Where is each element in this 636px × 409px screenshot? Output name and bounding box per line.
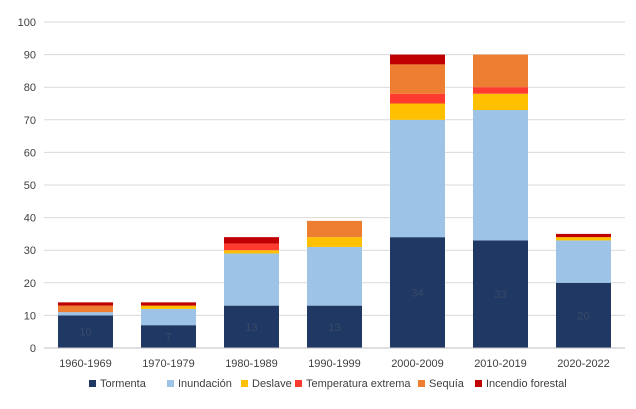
bar-segment [224,250,279,254]
legend-swatch [475,380,482,387]
y-tick-label: 30 [24,245,36,257]
bar-segment [556,237,611,241]
x-tick-label: 2010-2019 [474,358,527,370]
data-label: 13 [328,322,340,334]
legend-label: Tormenta [100,378,147,390]
data-label: 13 [245,322,257,334]
bar-segment [141,302,196,306]
bar-segment [58,315,113,348]
bar-segment [224,305,279,348]
legend-swatch [418,380,425,387]
bar-segment [58,305,113,313]
bar-segment [390,103,445,120]
bars [58,54,611,348]
bar-segment [390,64,445,94]
x-tick-label: 2000-2009 [391,358,444,370]
legend-label: Deslave [252,378,292,390]
data-label: 20 [577,310,589,322]
legend-swatch [241,380,248,387]
bar-segment [390,119,445,238]
bar-segment [473,54,528,88]
bar-segment [224,237,279,244]
x-tick-label: 1970-1979 [142,358,195,370]
bar-segment [390,93,445,104]
bar-segment [141,308,196,326]
bar-segment [58,312,113,316]
bar-segment [224,253,279,306]
data-label: 33 [494,289,506,301]
legend-label: Incendio forestal [486,378,567,390]
bar-segment [390,237,445,348]
bar-segment [141,305,196,309]
bar-segment [307,305,362,348]
bar-segment [224,243,279,251]
legend-item: Tormenta [89,378,147,390]
bar-segment [556,233,611,238]
y-tick-label: 80 [24,82,36,94]
legend: Tormenta Inundación Deslave Temperatura ext… [89,378,567,390]
data-label: 7 [165,332,171,344]
bar-segment [473,93,528,111]
y-tick-label: 60 [24,147,36,159]
legend-item: Sequía [418,378,465,390]
y-tick-label: 10 [24,310,36,322]
legend-item: Inundación [167,378,232,390]
gridlines [44,21,625,316]
y-tick-label: 50 [24,180,36,192]
legend-item: Temperatura extrema [295,378,411,390]
y-tick-label: 20 [24,278,36,290]
bar-segment [556,282,611,348]
legend-label: Temperatura extrema [306,378,411,390]
bar-segment [141,325,196,348]
bar-segment [556,240,611,283]
x-tick-label: 1980-1989 [225,358,278,370]
y-tick-label: 100 [18,17,36,29]
x-tick-label: 1960-1969 [59,358,112,370]
y-tick-label: 90 [24,50,36,62]
y-tick-label: 0 [30,343,36,355]
bar-segment [307,237,362,247]
legend-swatch [167,380,174,387]
bar-segment [390,54,445,65]
legend-swatch [295,380,302,387]
data-label: 10 [79,327,91,339]
bar-segment [473,110,528,241]
bar-segment [473,87,528,94]
legend-swatch [89,380,96,387]
legend-item: Deslave [241,378,292,390]
bar-segment [58,302,113,306]
legend-label: Sequía [429,378,465,390]
y-tick-label: 70 [24,115,36,127]
legend-label: Inundación [178,378,232,390]
bar-segment [307,246,362,306]
x-tick-label: 2020-2022 [557,358,610,370]
bar-segment [473,240,528,348]
y-tick-label: 40 [24,213,36,225]
bar-segment [307,220,362,238]
x-tick-label: 1990-1999 [308,358,361,370]
legend-item: Incendio forestal [475,378,567,390]
data-label: 34 [411,288,423,300]
